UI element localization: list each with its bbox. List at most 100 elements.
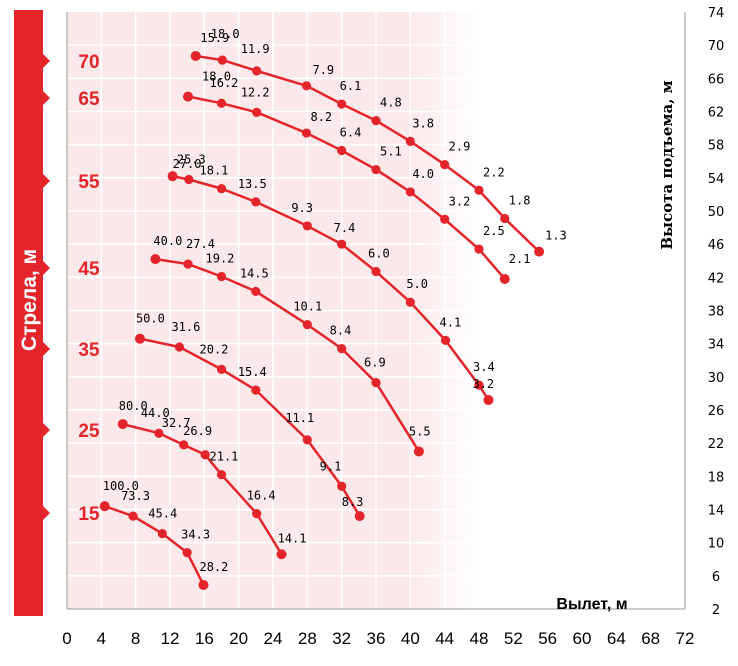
data-point <box>301 81 312 91</box>
banner-notch <box>43 506 50 520</box>
data-label: 21.1 <box>210 450 239 464</box>
data-label: 2.1 <box>509 252 531 266</box>
y-tick-label: 50 <box>708 205 725 220</box>
x-tick-label: 44 <box>435 629 454 648</box>
data-point <box>405 187 415 197</box>
data-point <box>337 99 347 109</box>
data-label: 3.4 <box>473 360 495 374</box>
data-point <box>216 470 227 480</box>
y-tick-label: 74 <box>708 6 725 21</box>
x-tick-label: 56 <box>538 629 557 648</box>
data-point <box>337 481 347 491</box>
data-point <box>371 378 381 388</box>
data-point <box>440 214 450 224</box>
y-tick-label: 34 <box>708 338 725 353</box>
data-point <box>198 579 209 590</box>
data-label: 6.9 <box>364 356 386 370</box>
data-label: 32.7 <box>162 416 191 430</box>
data-point <box>216 98 227 108</box>
data-label: 100.0 <box>103 479 139 493</box>
data-point <box>337 145 347 156</box>
banner-notch <box>43 174 50 188</box>
y-tick-label: 54 <box>708 172 725 187</box>
data-point <box>371 266 381 277</box>
data-label: 9.3 <box>291 201 313 215</box>
data-point <box>251 385 261 395</box>
data-label: 20.2 <box>200 342 229 356</box>
y-tick-label: 22 <box>708 437 725 452</box>
data-point <box>183 91 194 102</box>
data-label: 11.9 <box>241 42 270 56</box>
y-tick-label: 58 <box>708 139 725 154</box>
banner-background <box>14 10 43 616</box>
x-tick-label: 36 <box>367 629 386 648</box>
data-label: 28.2 <box>199 560 228 574</box>
data-label: 7.9 <box>312 63 334 77</box>
data-point <box>276 549 287 560</box>
data-point <box>179 440 189 450</box>
data-point <box>405 297 415 307</box>
data-point <box>167 171 178 182</box>
data-label: 8.3 <box>342 495 364 509</box>
data-label: 3.8 <box>412 116 434 130</box>
data-point <box>371 164 381 175</box>
axes <box>66 12 686 610</box>
data-label: 18.0 <box>202 70 231 84</box>
data-point <box>183 259 193 269</box>
x-tick-label: 52 <box>504 629 523 648</box>
data-point <box>483 395 494 406</box>
data-label: 45.4 <box>148 507 177 521</box>
data-label: 5.5 <box>409 424 431 438</box>
data-label: 15.4 <box>238 365 267 379</box>
data-point <box>251 286 261 297</box>
data-label: 44.0 <box>141 406 170 420</box>
series-boom-65: 18.016.212.2 8.2 6.4 5.1 4.0 3.2 2.5 2.1 <box>183 70 530 284</box>
data-point <box>252 66 262 76</box>
data-label: 12.2 <box>241 85 270 99</box>
data-label: 27.0 <box>173 157 202 171</box>
data-label: 3.2 <box>472 377 494 391</box>
data-label: 14.1 <box>278 531 307 545</box>
data-point <box>182 548 192 558</box>
y-tick-label: 66 <box>708 72 725 87</box>
data-label: 6.0 <box>368 247 390 261</box>
data-label: 15.9 <box>200 31 229 45</box>
boom-length-label: 65 <box>78 89 100 110</box>
data-label: 1.8 <box>509 193 531 207</box>
series-boom-35: 50.0 31.620.2 15.4 11.1 9.1 8.3 <box>134 312 365 522</box>
data-point <box>301 128 312 138</box>
data-point <box>337 239 347 249</box>
x-tick-label: 0 <box>62 629 71 648</box>
x-tick-label: 60 <box>573 629 592 648</box>
data-point <box>534 246 545 257</box>
data-label: 73.3 <box>121 489 150 503</box>
data-label: 2.9 <box>449 140 471 154</box>
data-label: 7.4 <box>334 221 356 235</box>
y-tick-label: 62 <box>708 106 725 121</box>
x-tick-label: 68 <box>641 629 660 648</box>
data-point <box>302 435 312 445</box>
series-line <box>187 95 506 280</box>
data-point <box>302 319 312 330</box>
data-label: 4.1 <box>440 315 462 329</box>
data-point <box>217 55 227 65</box>
boom-axis-title: Стрела, м <box>18 249 41 351</box>
boom-length-label: 70 <box>78 52 99 73</box>
data-label: 6.1 <box>340 79 362 93</box>
y-tick-label: 2 <box>712 603 720 618</box>
y-tick-label: 18 <box>708 470 725 485</box>
data-point <box>474 185 484 195</box>
y-tick-label: 38 <box>708 305 725 320</box>
data-point <box>440 159 450 170</box>
banner-notches <box>43 54 50 520</box>
data-point <box>216 364 227 374</box>
data-label: 50.0 <box>136 312 165 326</box>
data-label: 18.1 <box>200 164 229 178</box>
y-tick-label: 70 <box>708 39 725 54</box>
x-axis-title: Вылет, м <box>556 596 627 613</box>
data-point <box>499 273 510 284</box>
x-tick-label: 4 <box>97 629 106 648</box>
data-point <box>354 511 365 522</box>
